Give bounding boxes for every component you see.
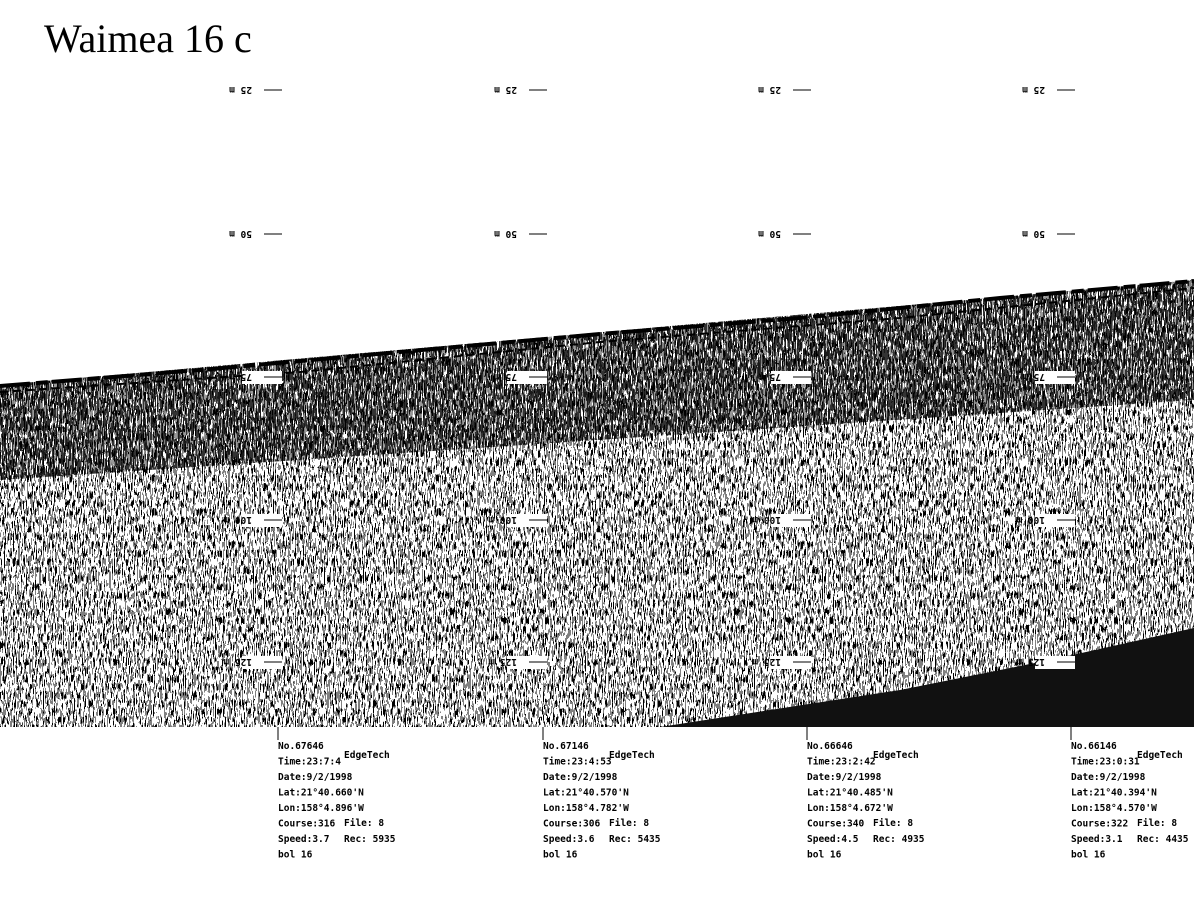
label-backdrop — [507, 514, 547, 527]
title: Waimea 16 c — [44, 16, 252, 61]
depth-label: 100 m — [488, 514, 517, 525]
record-file: File: 8 — [344, 818, 384, 829]
record-rec: Rec: 4935 — [873, 834, 925, 845]
record-brand: EdgeTech — [873, 750, 919, 761]
record-line: bol 16 — [278, 850, 313, 861]
depth-label: 75 m — [494, 371, 517, 382]
record-date: Date:9/2/1998 — [278, 772, 353, 783]
label-backdrop — [507, 656, 547, 669]
record-file: File: 8 — [1137, 818, 1177, 829]
record-brand: EdgeTech — [609, 750, 655, 761]
label-backdrop — [771, 514, 811, 527]
record-brand: EdgeTech — [344, 750, 390, 761]
record-lon: Lon:158°4.570'W — [1071, 803, 1157, 814]
record-no: No.67146 — [543, 741, 589, 752]
depth-label: 75 m — [758, 371, 781, 382]
depth-label: 100 m — [1016, 514, 1045, 525]
noise-texture — [0, 279, 1194, 727]
depth-label: 50 m — [758, 228, 781, 239]
label-backdrop — [242, 514, 282, 527]
depth-label: 50 m — [494, 228, 517, 239]
depth-label: 125 m — [1016, 656, 1045, 667]
record-lon: Lon:158°4.896'W — [278, 803, 364, 814]
record-brand: EdgeTech — [1137, 750, 1183, 761]
depth-label: 75 m — [229, 371, 252, 382]
record-course: Course:306 — [543, 819, 600, 830]
record-lat: Lat:21°40.394'N — [1071, 788, 1157, 799]
depth-label: 25 m — [229, 84, 252, 95]
depth-label: 50 m — [1022, 228, 1045, 239]
record-rec: Rec: 4435 — [1137, 834, 1189, 845]
record-course: Course:316 — [278, 819, 335, 830]
record-speed: Speed:4.5 — [807, 834, 859, 845]
record-date: Date:9/2/1998 — [807, 772, 882, 783]
record-course: Course:340 — [807, 819, 864, 830]
record-time: Time:23:2:42 — [807, 757, 876, 768]
record-time: Time:23:4:53 — [543, 757, 612, 768]
depth-label: 75 m — [1022, 371, 1045, 382]
record-line: bol 16 — [543, 850, 578, 861]
record-no: No.66146 — [1071, 741, 1117, 752]
depth-label: 25 m — [494, 84, 517, 95]
record-rec: Rec: 5435 — [609, 834, 661, 845]
record-lon: Lon:158°4.672'W — [807, 803, 893, 814]
depth-label: 125 m — [488, 656, 517, 667]
depth-label: 125 m — [223, 656, 252, 667]
depth-label: 25 m — [1022, 84, 1045, 95]
record-course: Course:322 — [1071, 819, 1128, 830]
label-backdrop — [1035, 371, 1075, 384]
depth-label: 125 m — [752, 656, 781, 667]
record-speed: Speed:3.1 — [1071, 834, 1123, 845]
record-lat: Lat:21°40.485'N — [807, 788, 893, 799]
label-backdrop — [1035, 656, 1075, 669]
depth-label: 50 m — [229, 228, 252, 239]
record-speed: Speed:3.6 — [543, 834, 595, 845]
record-lat: Lat:21°40.570'N — [543, 788, 629, 799]
label-backdrop — [771, 371, 811, 384]
record-no: No.66646 — [807, 741, 853, 752]
label-backdrop — [771, 656, 811, 669]
record-time: Time:23:7:4 — [278, 757, 341, 768]
record-no: No.67646 — [278, 741, 324, 752]
record-date: Date:9/2/1998 — [1071, 772, 1146, 783]
record-file: File: 8 — [609, 818, 649, 829]
record-lon: Lon:158°4.782'W — [543, 803, 629, 814]
record-time: Time:23:0:31 — [1071, 757, 1140, 768]
depth-label: 25 m — [758, 84, 781, 95]
record-line: bol 16 — [1071, 850, 1106, 861]
label-backdrop — [242, 656, 282, 669]
record-file: File: 8 — [873, 818, 913, 829]
label-backdrop — [1035, 514, 1075, 527]
record-lat: Lat:21°40.660'N — [278, 788, 364, 799]
depth-label: 100 m — [223, 514, 252, 525]
record-speed: Speed:3.7 — [278, 834, 329, 845]
label-backdrop — [242, 371, 282, 384]
record-rec: Rec: 5935 — [344, 834, 396, 845]
record-line: bol 16 — [807, 850, 842, 861]
label-backdrop — [507, 371, 547, 384]
depth-label: 100 m — [752, 514, 781, 525]
record-date: Date:9/2/1998 — [543, 772, 618, 783]
